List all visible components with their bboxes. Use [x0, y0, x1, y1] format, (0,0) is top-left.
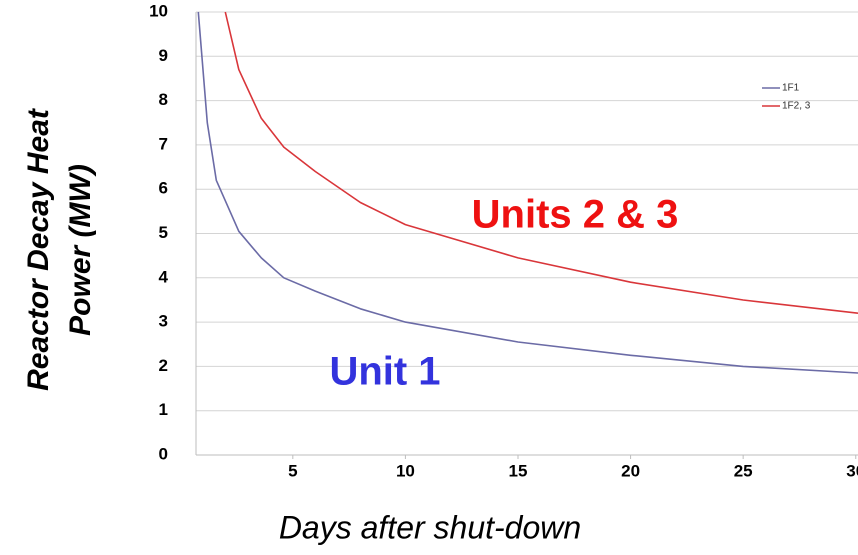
annotation: Units 2 & 3: [472, 193, 679, 237]
y-axis-label: Reactor Decay Heat Power (MW): [22, 107, 97, 391]
y-axis-label-line: Reactor Decay Heat: [22, 107, 55, 391]
y-tick-label: 6: [159, 179, 168, 198]
y-tick-label: 4: [159, 267, 169, 286]
y-tick-label: 2: [159, 356, 168, 375]
annotation: Unit 1: [329, 350, 440, 394]
y-tick-label: 0: [159, 444, 168, 463]
x-axis-label: Days after shut-down: [279, 509, 581, 545]
x-tick-label: 25: [734, 461, 753, 480]
y-axis-label-line: Power (MW): [64, 164, 97, 336]
y-tick-label: 7: [159, 134, 168, 153]
y-tick-label: 8: [159, 90, 168, 109]
line-series: [197, 11, 858, 374]
y-tick-label: 10: [149, 1, 168, 20]
x-tick-label: 10: [396, 461, 415, 480]
x-tick-label: 5: [288, 461, 297, 480]
y-tick-label: 3: [159, 312, 168, 331]
line-series: [224, 11, 858, 314]
y-tick-label: 5: [159, 223, 168, 242]
legend-label: 1F2, 3: [782, 101, 811, 112]
y-tick-label: 9: [159, 46, 168, 65]
y-tick-label: 1: [159, 400, 168, 419]
x-tick-label: 15: [509, 461, 528, 480]
legend-label: 1F1: [782, 83, 800, 94]
x-tick-label: 20: [621, 461, 640, 480]
x-tick-label: 30: [846, 461, 858, 480]
